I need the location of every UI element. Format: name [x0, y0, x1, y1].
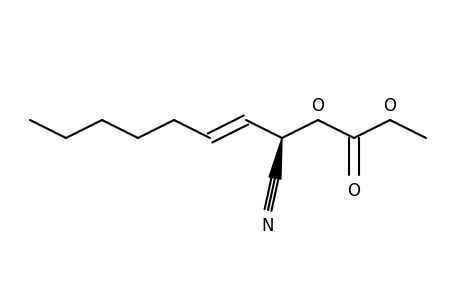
Polygon shape	[269, 138, 281, 179]
Text: O: O	[383, 97, 396, 115]
Text: N: N	[261, 217, 274, 235]
Text: O: O	[347, 182, 360, 200]
Text: O: O	[311, 97, 324, 115]
